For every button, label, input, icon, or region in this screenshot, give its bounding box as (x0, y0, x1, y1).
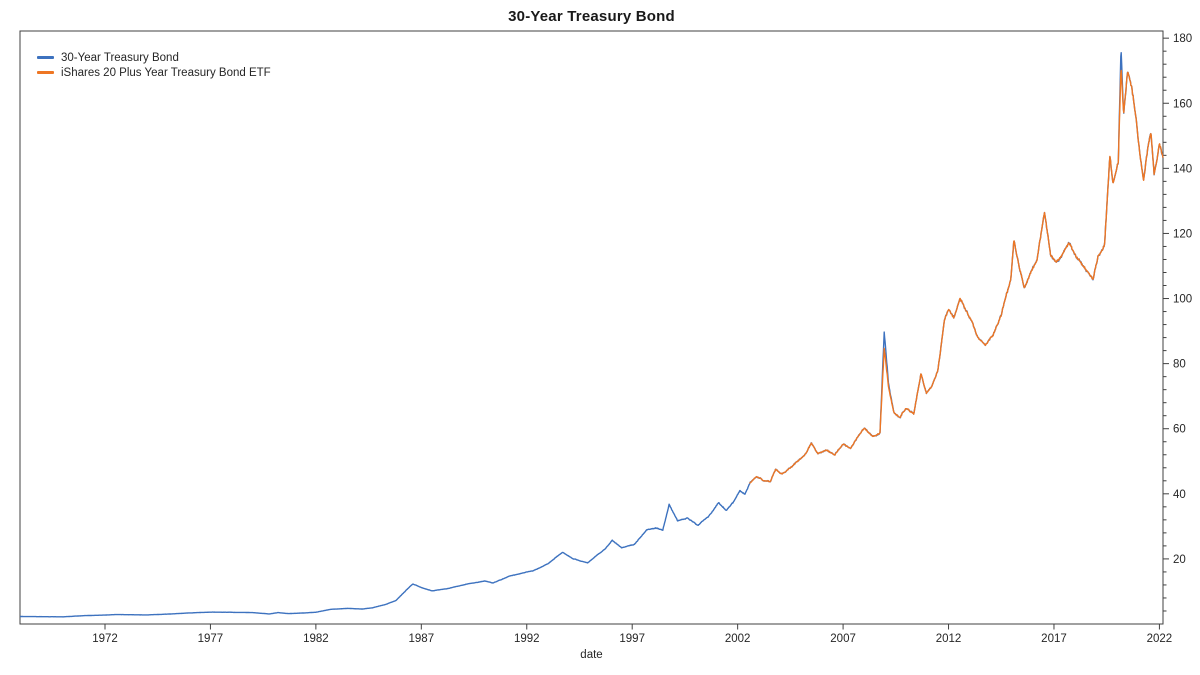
x-tick-label-2007: 2007 (830, 633, 856, 645)
legend-item-treasury-bond: 30-Year Treasury Bond (37, 50, 271, 65)
y-tick-label-40: 40 (1173, 489, 1186, 501)
x-tick-label-1972: 1972 (92, 633, 118, 645)
x-tick-label-1982: 1982 (303, 633, 329, 645)
series-line-30-year-treasury-bond (19, 52, 1164, 618)
legend-line-swatch-orange (37, 71, 54, 74)
y-tick-label-60: 60 (1173, 424, 1186, 436)
series-line-ishares-20-plus-year-treasury-bond-etf (749, 69, 1164, 484)
y-tick-label-100: 100 (1173, 294, 1192, 306)
chart-title: 30-Year Treasury Bond (508, 8, 675, 25)
x-tick-label-1997: 1997 (619, 633, 645, 645)
y-tick-label-120: 120 (1173, 228, 1192, 240)
x-axis-label: date (580, 649, 603, 661)
legend-label-treasury-bond: 30-Year Treasury Bond (61, 51, 179, 64)
x-tick-label-2002: 2002 (725, 633, 751, 645)
legend: 30-Year Treasury Bond iShares 20 Plus Ye… (37, 50, 271, 80)
x-tick-label-2017: 2017 (1041, 633, 1067, 645)
y-tick-label-160: 160 (1173, 98, 1192, 110)
y-tick-label-80: 80 (1173, 359, 1186, 371)
legend-label-ishares-etf: iShares 20 Plus Year Treasury Bond ETF (61, 66, 271, 79)
y-tick-label-180: 180 (1173, 33, 1192, 45)
legend-line-swatch-blue (37, 56, 54, 59)
y-tick-label-140: 140 (1173, 163, 1192, 175)
plot-border (19, 30, 1164, 625)
x-tick-label-1987: 1987 (409, 633, 435, 645)
x-tick-label-1992: 1992 (514, 633, 540, 645)
y-tick-label-20: 20 (1173, 554, 1186, 566)
x-tick-label-2012: 2012 (936, 633, 962, 645)
legend-item-ishares-etf: iShares 20 Plus Year Treasury Bond ETF (37, 65, 271, 80)
x-tick-label-1977: 1977 (198, 633, 224, 645)
x-tick-label-2022: 2022 (1147, 633, 1173, 645)
